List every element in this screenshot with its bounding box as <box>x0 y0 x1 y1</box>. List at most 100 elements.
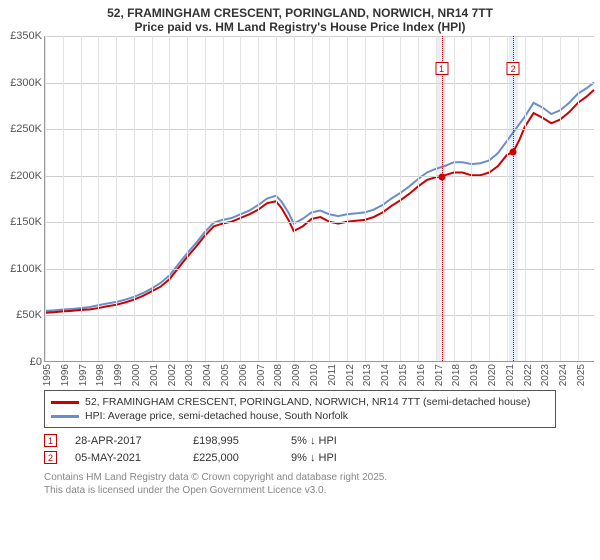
gridline-v <box>240 36 241 361</box>
gridline-v <box>454 36 455 361</box>
gridline-h <box>45 36 594 37</box>
x-tick-label: 2002 <box>167 364 178 386</box>
footer-line-1: Contains HM Land Registry data © Crown c… <box>44 472 556 485</box>
gridline-v <box>471 36 472 361</box>
legend-item: HPI: Average price, semi-detached house,… <box>51 409 549 423</box>
sale-row-price: £225,000 <box>193 452 273 464</box>
x-tick-label: 1996 <box>60 364 71 386</box>
y-tick-label: £0 <box>30 356 42 368</box>
gridline-v <box>418 36 419 361</box>
y-tick-label: £250K <box>10 123 42 135</box>
y-tick-label: £300K <box>10 77 42 89</box>
x-tick-label: 2012 <box>345 364 356 386</box>
x-tick-label: 2007 <box>256 364 267 386</box>
chart-title-block: 52, FRAMINGHAM CRESCENT, PORINGLAND, NOR… <box>0 0 600 36</box>
series-hpi <box>45 82 594 310</box>
gridline-v <box>223 36 224 361</box>
x-tick-label: 2011 <box>327 364 338 386</box>
gridline-v <box>383 36 384 361</box>
y-axis: £0£50K£100K£150K£200K£250K£300K£350K <box>0 36 44 362</box>
series-property <box>45 90 594 313</box>
gridline-v <box>507 36 508 361</box>
gridline-v <box>169 36 170 361</box>
x-tick-label: 2025 <box>576 364 587 386</box>
sale-row-diff: 5% ↓ HPI <box>291 435 401 447</box>
gridline-v <box>312 36 313 361</box>
y-tick-label: £100K <box>10 263 42 275</box>
gridline-h <box>45 315 594 316</box>
sale-marker-dot <box>438 173 445 180</box>
x-tick-label: 2001 <box>149 364 160 386</box>
gridline-h <box>45 83 594 84</box>
x-axis: 1995199619971998199920002001200220032004… <box>44 362 594 386</box>
x-tick-label: 2021 <box>505 364 516 386</box>
gridline-v <box>81 36 82 361</box>
gridline-v <box>400 36 401 361</box>
x-tick-label: 2024 <box>558 364 569 386</box>
x-tick-label: 1995 <box>42 364 53 386</box>
gridline-v <box>258 36 259 361</box>
y-tick-label: £350K <box>10 30 42 42</box>
sale-marker-line <box>513 36 514 361</box>
x-tick-label: 2016 <box>416 364 427 386</box>
x-tick-label: 2005 <box>220 364 231 386</box>
legend: 52, FRAMINGHAM CRESCENT, PORINGLAND, NOR… <box>44 390 556 428</box>
x-tick-label: 2000 <box>131 364 142 386</box>
x-tick-label: 2017 <box>434 364 445 386</box>
y-tick-label: £50K <box>16 309 42 321</box>
sale-row-date: 28-APR-2017 <box>75 435 175 447</box>
sale-marker-number: 1 <box>435 62 448 75</box>
x-tick-label: 1998 <box>95 364 106 386</box>
gridline-v <box>365 36 366 361</box>
gridline-v <box>525 36 526 361</box>
x-tick-label: 2020 <box>487 364 498 386</box>
x-tick-label: 2008 <box>273 364 284 386</box>
gridline-v <box>294 36 295 361</box>
legend-swatch <box>51 415 79 418</box>
y-tick-label: £150K <box>10 216 42 228</box>
chart-title-address: 52, FRAMINGHAM CRESCENT, PORINGLAND, NOR… <box>8 6 592 20</box>
x-tick-label: 2013 <box>362 364 373 386</box>
legend-label: HPI: Average price, semi-detached house,… <box>85 410 348 422</box>
sale-marker-line <box>442 36 443 361</box>
gridline-v <box>542 36 543 361</box>
plot-area: 12 <box>44 36 594 362</box>
x-tick-label: 2006 <box>238 364 249 386</box>
gridline-v <box>63 36 64 361</box>
gridline-v <box>560 36 561 361</box>
gridline-v <box>205 36 206 361</box>
x-tick-label: 2004 <box>202 364 213 386</box>
gridline-h <box>45 129 594 130</box>
x-tick-label: 2010 <box>309 364 320 386</box>
gridline-v <box>134 36 135 361</box>
gridline-v <box>98 36 99 361</box>
sale-marker-number: 2 <box>507 62 520 75</box>
legend-item: 52, FRAMINGHAM CRESCENT, PORINGLAND, NOR… <box>51 395 549 409</box>
sale-row: 1 28-APR-2017 £198,995 5% ↓ HPI <box>44 432 556 449</box>
x-tick-label: 2022 <box>523 364 534 386</box>
gridline-v <box>45 36 46 361</box>
x-tick-label: 1997 <box>78 364 89 386</box>
x-tick-label: 2015 <box>398 364 409 386</box>
gridline-v <box>489 36 490 361</box>
x-tick-label: 2018 <box>451 364 462 386</box>
gridline-h <box>45 222 594 223</box>
gridline-v <box>347 36 348 361</box>
gridline-v <box>578 36 579 361</box>
sale-row-date: 05-MAY-2021 <box>75 452 175 464</box>
sale-marker-dot <box>510 149 517 156</box>
gridline-v <box>329 36 330 361</box>
sale-row-price: £198,995 <box>193 435 273 447</box>
x-tick-label: 2003 <box>184 364 195 386</box>
x-tick-label: 2009 <box>291 364 302 386</box>
gridline-v <box>152 36 153 361</box>
x-tick-label: 2014 <box>380 364 391 386</box>
legend-swatch <box>51 401 79 404</box>
y-tick-label: £200K <box>10 170 42 182</box>
chart-lines <box>45 36 594 361</box>
gridline-h <box>45 176 594 177</box>
sale-row-number: 1 <box>44 434 57 447</box>
gridline-v <box>276 36 277 361</box>
gridline-v <box>436 36 437 361</box>
chart-title-sub: Price paid vs. HM Land Registry's House … <box>8 20 592 34</box>
